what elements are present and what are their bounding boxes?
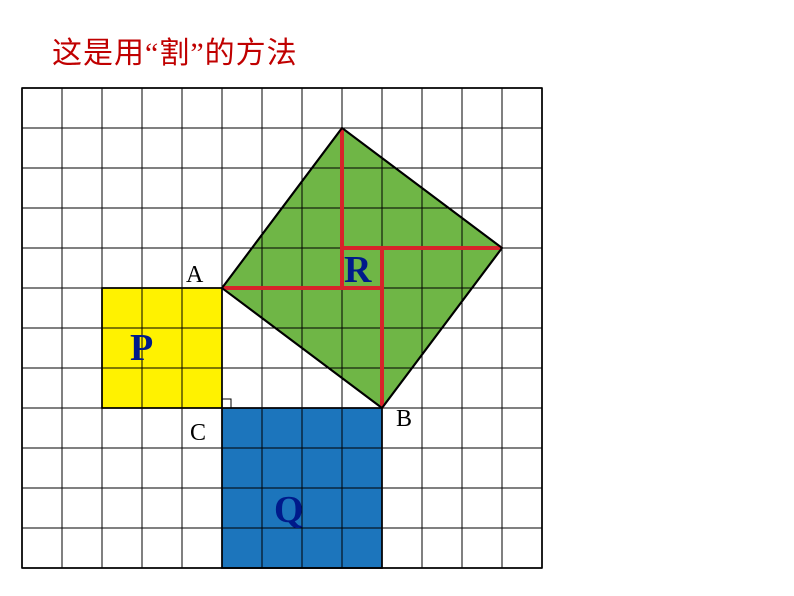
label-r: R (344, 249, 372, 291)
diagram-canvas: P Q R A B C (0, 0, 794, 596)
label-p: P (130, 327, 153, 369)
diagram-title: 这是用“割”的方法 (52, 28, 298, 72)
label-a: A (186, 262, 204, 288)
right-angle-marker (222, 399, 231, 408)
label-b: B (396, 406, 412, 432)
square-p (102, 288, 222, 408)
label-q: Q (274, 489, 304, 531)
label-c: C (190, 420, 206, 446)
